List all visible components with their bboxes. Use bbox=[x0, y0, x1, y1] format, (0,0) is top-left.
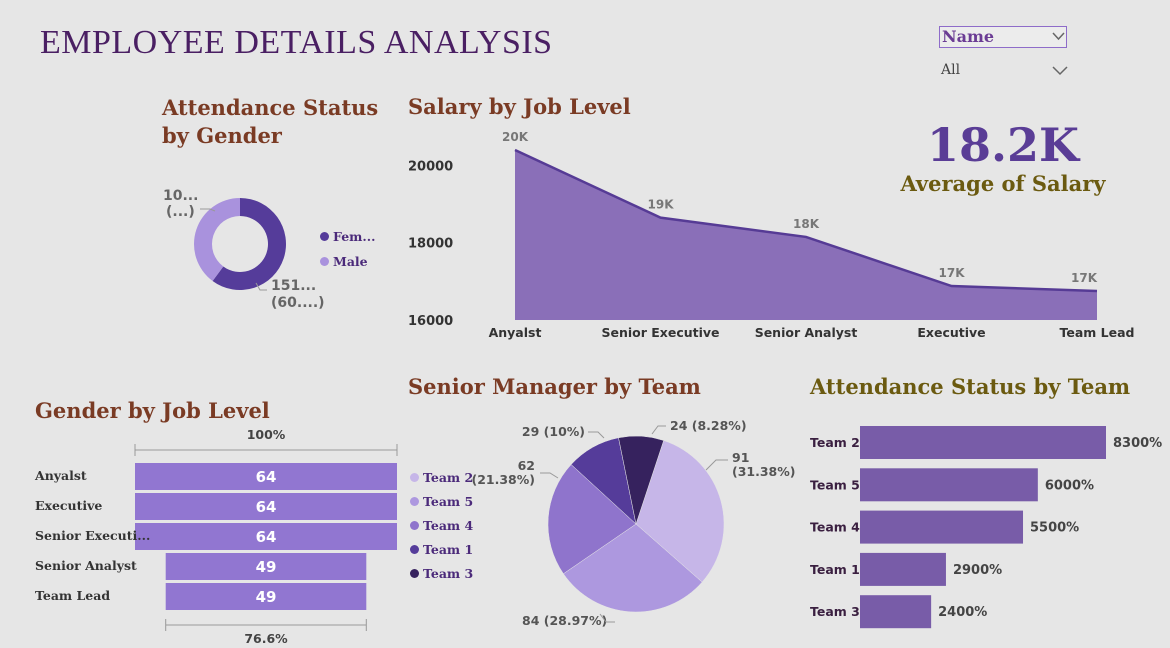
hbar-category-label: Team 2 bbox=[810, 435, 860, 450]
funnel-bar-value: 64 bbox=[256, 498, 277, 516]
funnel-category-labels: Anyalst Executive Senior Executi... Senior … bbox=[35, 462, 150, 612]
area-data-label: 19K bbox=[648, 198, 675, 212]
x-tick-label: Anyalst bbox=[489, 325, 542, 340]
funnel-category-label: Anyalst bbox=[35, 468, 87, 483]
donut-data-label-male-2: (...) bbox=[166, 204, 195, 220]
area-data-label: 17K bbox=[1071, 271, 1098, 285]
slicer-field-label: Name bbox=[942, 27, 995, 46]
hbar-bar[interactable] bbox=[860, 426, 1106, 459]
area-data-label: 20K bbox=[502, 130, 529, 144]
slicer-value[interactable]: All bbox=[941, 62, 961, 78]
legend-item-male[interactable]: Male bbox=[320, 249, 375, 274]
funnel-category-label: Executive bbox=[35, 498, 103, 513]
hbar-category-label: Team 3 bbox=[810, 604, 860, 619]
donut-data-label-male-1: 10... bbox=[163, 188, 198, 204]
hbar-data-label: 5500% bbox=[1030, 521, 1079, 536]
x-tick-label: Team Lead bbox=[1060, 325, 1135, 340]
pie-data-label: 91 (31.38%) bbox=[732, 450, 796, 479]
legend-item-team-4[interactable]: Team 4 bbox=[410, 514, 473, 538]
hbar-data-label: 2400% bbox=[938, 605, 987, 620]
funnel-chart-title: Gender by Job Level bbox=[35, 398, 270, 423]
funnel-bar[interactable] bbox=[165, 553, 367, 580]
team-pie-chart: 91 (31.38%) 84 (28.97%) 62 (21.38%) 29 (10%) 2… bbox=[472, 418, 796, 628]
funnel-bar[interactable] bbox=[135, 463, 397, 490]
legend-item-female[interactable]: Fem... bbox=[320, 224, 375, 249]
funnel-bar[interactable] bbox=[135, 523, 397, 550]
legend-item-team-3[interactable]: Team 3 bbox=[410, 562, 473, 586]
area-fill bbox=[515, 150, 1097, 320]
x-tick-label: Executive bbox=[917, 325, 985, 340]
gender-donut-chart: 10... (...) 151... (60....) bbox=[163, 188, 325, 311]
y-tick-label: 18000 bbox=[408, 237, 453, 252]
job-level-bar-chart: 100% 76.6% 64 64 64 49 49 bbox=[134, 427, 398, 645]
pie-slice-team-4[interactable] bbox=[547, 464, 637, 575]
area-chart-title: Salary by Job Level bbox=[408, 94, 631, 119]
hbar-bar[interactable] bbox=[860, 595, 932, 629]
pie-chart-title: Senior Manager by Team bbox=[408, 374, 701, 399]
chevron-down-icon bbox=[1052, 32, 1065, 41]
hbar-category-label: Team 5 bbox=[810, 477, 860, 492]
area-data-label: 18K bbox=[793, 217, 820, 231]
hbar-category-label: Team 1 bbox=[810, 562, 860, 577]
pie-slice-team-2[interactable] bbox=[635, 440, 725, 583]
hbar-bar[interactable] bbox=[860, 468, 1038, 502]
funnel-bottom-label: 76.6% bbox=[244, 631, 288, 645]
page-title: EMPLOYEE DETAILS ANALYSIS bbox=[40, 24, 553, 61]
pie-legend: Team 2 Team 5 Team 4 Team 1 Team 3 bbox=[410, 466, 473, 586]
legend-item-team-2[interactable]: Team 2 bbox=[410, 466, 473, 490]
funnel-bar-value: 49 bbox=[256, 588, 277, 606]
donut-legend: Fem... Male bbox=[320, 224, 375, 274]
hbar-category-label: Team 4 bbox=[810, 520, 860, 535]
pie-slice-team-3[interactable] bbox=[618, 435, 664, 525]
funnel-category-label: Team Lead bbox=[35, 588, 111, 603]
funnel-top-label: 100% bbox=[247, 427, 286, 442]
pie-data-label: 84 (28.97%) bbox=[522, 613, 607, 628]
funnel-bar[interactable] bbox=[165, 583, 367, 610]
name-slicer-dropdown[interactable]: Name bbox=[939, 26, 1067, 48]
hbar-bar[interactable] bbox=[860, 552, 946, 586]
donut-data-label-female-2: (60....) bbox=[271, 295, 325, 311]
team-attendance-bar-chart: Team 2 8300% Team 5 6000% Team 4 5500% Team 1 2… bbox=[810, 426, 1162, 629]
kpi-average-salary-label: Average of Salary bbox=[900, 171, 1106, 196]
area-line bbox=[514, 148, 1098, 293]
funnel-bar[interactable] bbox=[135, 493, 397, 520]
pie-data-label: 29 (10%) bbox=[522, 424, 585, 439]
x-tick-label: Senior Analyst bbox=[755, 325, 858, 340]
hbar-bar[interactable] bbox=[860, 510, 1024, 544]
pie-data-label: 24 (8.28%) bbox=[670, 418, 747, 433]
donut-chart-title: Attendance Status by Gender bbox=[162, 95, 379, 148]
funnel-bar-value: 49 bbox=[256, 558, 277, 576]
donut-slice-male[interactable] bbox=[194, 198, 240, 281]
donut-slice-female[interactable] bbox=[212, 198, 286, 290]
hbar-data-label: 2900% bbox=[953, 563, 1002, 578]
hbar-chart-title: Attendance Status by Team bbox=[810, 374, 1131, 399]
funnel-bar-value: 64 bbox=[256, 468, 277, 486]
area-data-label: 17K bbox=[939, 266, 966, 280]
pie-data-label: 62 (21.38%) bbox=[472, 458, 536, 487]
legend-item-team-5[interactable]: Team 5 bbox=[410, 490, 473, 514]
chevron-down-icon[interactable] bbox=[1052, 66, 1068, 76]
funnel-bar-value: 64 bbox=[256, 528, 277, 546]
x-tick-label: Senior Executive bbox=[601, 325, 719, 340]
legend-item-team-1[interactable]: Team 1 bbox=[410, 538, 473, 562]
salary-area-chart: 20000 18000 16000 20K 19K 18K 17K 17K Anyalst S… bbox=[408, 130, 1135, 340]
hbar-data-label: 8300% bbox=[1113, 436, 1162, 451]
hbar-data-label: 6000% bbox=[1045, 478, 1094, 493]
funnel-category-label: Senior Analyst bbox=[35, 558, 137, 573]
y-tick-label: 16000 bbox=[408, 314, 453, 329]
kpi-average-salary-value: 18.2K bbox=[926, 118, 1079, 172]
funnel-category-label: Senior Executi... bbox=[35, 528, 151, 543]
donut-data-label-female-1: 151... bbox=[271, 278, 316, 294]
y-tick-label: 20000 bbox=[408, 159, 453, 174]
pie-slice-team-5[interactable] bbox=[563, 523, 703, 613]
